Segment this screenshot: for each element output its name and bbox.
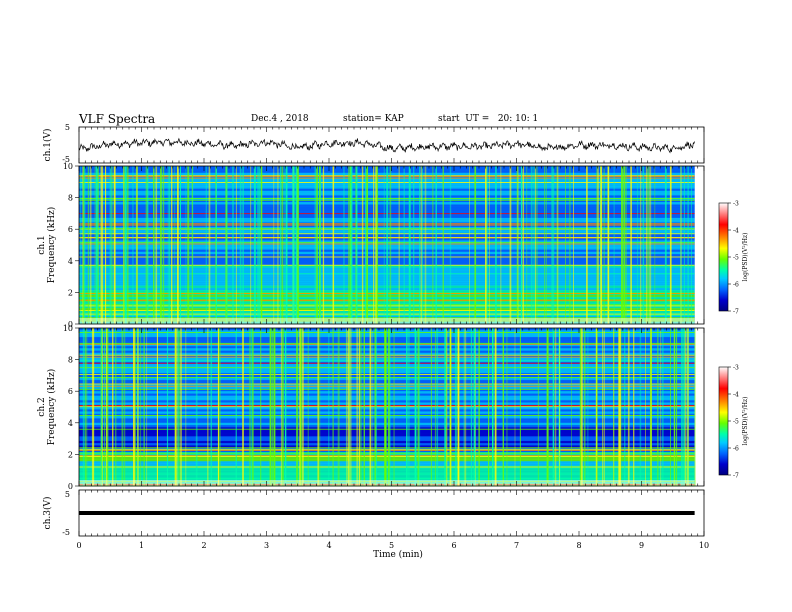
ch2-spectrogram-image [79,328,696,487]
header-date: Dec.4 , 2018 [251,114,309,124]
ch2-spectrogram-ytick-label: 0 [68,482,73,491]
ch1-colorbar-tick: -6 [733,282,739,289]
ch2-spectrogram-ytick-label: 2 [68,450,73,459]
ch3-waveform-panel: 5 -5 ch.3(V) [42,489,705,537]
ch1-ytick-bottom: -5 [62,155,70,164]
ch2-spectrogram-panel: 0 2 4 6 8 10 ch.2 Frequency (kHz) [37,324,705,491]
ch2-spectrogram-ylabel-channel: ch.2 [37,397,47,416]
ch1-spectrogram-ylabel-channel: ch.1 [37,235,47,254]
ch1-ytick-top: 5 [65,123,70,132]
ch3-ytick-top: 5 [65,490,70,499]
x-axis-tick-label: 4 [326,541,331,550]
header-station: station= KAP [343,114,404,124]
ch1-colorbar: -3 -4 -5 -6 -7 log(PSD)(V²/Hz) [718,201,749,316]
ch2-spectrogram-ytick-label: 10 [63,324,73,333]
x-axis-tick-label: 0 [76,541,81,550]
x-axis-tick-label: 10 [699,541,709,550]
ch2-spectrogram-ytick-label: 4 [68,419,73,428]
ch1-colorbar-tick: -4 [733,228,739,235]
ch2-colorbar-tick: -7 [733,473,739,480]
ch3-ylabel: ch.3(V) [42,497,53,530]
ch2-spectrogram-ytick-label: 6 [68,387,73,396]
ch2-colorbar-tick: -4 [733,392,739,399]
ch2-colorbar-label: log(PSD)(V²/Hz) [742,397,749,446]
x-axis-tick-label: 9 [639,541,644,550]
x-axis-label: Time (min) [373,549,423,560]
ch2-colorbar-tick: -6 [733,446,739,453]
ch1-waveform-panel: 5 -5 ch.1(V) [42,123,705,164]
ch1-spectrogram-ytick-label: 2 [68,288,73,297]
ch2-spectrogram-ylabel: Frequency (kHz) [46,369,57,446]
ch1-colorbar-tick: -3 [733,201,739,208]
header-start-time: start UT = 20: 10: 1 [438,114,539,124]
x-axis-tick-label: 7 [514,541,519,550]
figure-title: VLF Spectra [79,112,156,126]
ch1-spectrogram-ytick-label: 6 [68,225,73,234]
ch2-spectrogram-ytick-label: 8 [68,356,73,365]
x-axis-tick-label: 1 [139,541,144,550]
ch1-spectrogram-ytick-label: 10 [63,162,73,171]
x-axis-tick-label: 3 [264,541,269,550]
x-axis-tick-label: 8 [576,541,581,550]
ch1-spectrogram-ytick-label: 8 [68,194,73,203]
ch3-ytick-bottom: -5 [62,528,70,537]
ch1-spectrogram-ytick-label: 0 [68,320,73,329]
ch1-spectrogram-panel: 0 2 4 6 8 10 ch.1 Frequency (kHz) [37,162,705,329]
x-axis-tick-label: 5 [389,541,394,550]
ch1-ylabel: ch.1(V) [42,129,53,162]
ch1-spectrogram-image [79,166,695,325]
ch2-colorbar-tick: -3 [733,365,739,372]
ch1-colorbar-label: log(PSD)(V²/Hz) [742,233,749,282]
ch1-colorbar-tick: -5 [733,255,739,262]
ch1-spectrogram-ylabel: Frequency (kHz) [46,207,57,284]
ch1-colorbar-tick: -7 [733,309,739,316]
ch1-spectrogram-ytick-label: 4 [68,257,73,266]
x-axis-tick-label: 6 [451,541,456,550]
ch2-colorbar-tick: -5 [733,419,739,426]
ch1-waveform-trace [78,137,695,154]
x-axis-tick-label: 2 [201,541,206,550]
x-axis-tick-labels: 0 1 2 3 4 5 6 7 8 9 10 [76,541,709,550]
ch2-colorbar: -3 -4 -5 -6 -7 log(PSD)(V²/Hz) [718,365,749,480]
